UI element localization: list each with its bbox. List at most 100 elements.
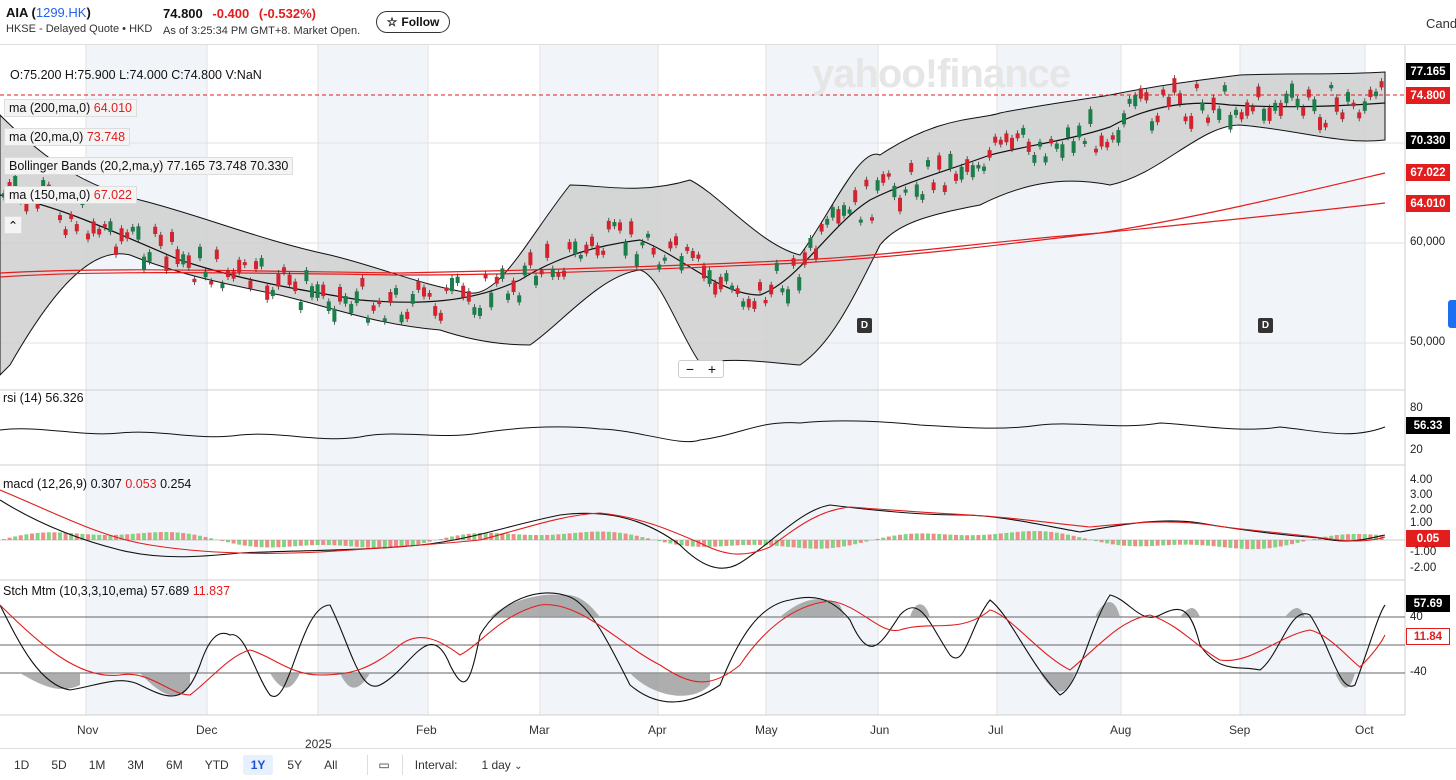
candle-up xyxy=(316,284,320,298)
candle-down xyxy=(1251,106,1255,111)
range-6m[interactable]: 6M xyxy=(158,755,191,775)
bollinger-legend[interactable]: Bollinger Bands (20,2,ma,y) 77.165 73.74… xyxy=(4,157,293,175)
macd-hist-bar xyxy=(1357,534,1361,540)
dividend-marker[interactable]: D xyxy=(1258,318,1273,333)
macd-hist-bar xyxy=(142,533,146,540)
candle-up xyxy=(332,309,336,322)
ma20-legend[interactable]: ma (20,ma,0) 73.748 xyxy=(4,128,130,146)
candle-down xyxy=(769,285,773,295)
candle-up xyxy=(1363,101,1367,111)
macd-hist-bar xyxy=(590,532,594,540)
ma150-legend[interactable]: ma (150,ma,0) 67.022 xyxy=(4,186,137,204)
macd-hist-bar xyxy=(1273,540,1277,547)
rsi-tick: 20 xyxy=(1410,444,1423,456)
macd-hist-bar xyxy=(976,535,980,540)
candle-down xyxy=(758,282,762,290)
candle-down xyxy=(1368,90,1372,97)
macd-hist-bar xyxy=(926,533,930,540)
candle-up xyxy=(383,318,387,321)
macd-hist-bar xyxy=(1044,531,1048,540)
range-3m[interactable]: 3M xyxy=(119,755,152,775)
zoom-out-button[interactable]: − xyxy=(686,361,694,377)
macd-hist-bar xyxy=(556,534,560,540)
interval-value: 1 day xyxy=(481,758,510,772)
candle-up xyxy=(786,289,790,303)
candle-up xyxy=(1116,130,1120,143)
chart-canvas[interactable] xyxy=(0,45,1456,748)
candle-up xyxy=(657,264,661,269)
range-5d[interactable]: 5D xyxy=(43,755,74,775)
candle-up xyxy=(1021,128,1025,135)
candle-down xyxy=(719,277,723,289)
stch-legend[interactable]: Stch Mtm (10,3,3,10,ema) 57.689 11.837 xyxy=(3,584,230,598)
macd-hist-bar xyxy=(411,540,415,545)
candle-down xyxy=(803,252,807,264)
macd-hist-bar xyxy=(607,532,611,540)
macd-hist-bar xyxy=(668,540,672,544)
candle-up xyxy=(450,278,454,291)
candle-down xyxy=(988,150,992,158)
candle-up xyxy=(663,258,667,261)
dividend-marker[interactable]: D xyxy=(857,318,872,333)
ma150-label: ma (150,ma,0) xyxy=(9,188,90,202)
macd-hist-bar xyxy=(741,540,745,545)
candle-down xyxy=(388,292,392,303)
side-panel-toggle[interactable] xyxy=(1448,300,1456,328)
macd-hist-bar xyxy=(1290,540,1294,544)
collapse-chevron-icon[interactable]: ⌃ xyxy=(4,216,22,234)
candle-up xyxy=(848,209,852,213)
candle-up xyxy=(904,189,908,192)
macd-hist-bar xyxy=(321,540,325,545)
candle-up xyxy=(1077,126,1081,138)
candle-down xyxy=(1156,116,1160,123)
follow-button[interactable]: ☆ Follow xyxy=(376,11,450,33)
candle-down xyxy=(64,229,68,235)
chart-type-menu[interactable]: Cand xyxy=(1426,16,1456,31)
candle-up xyxy=(680,256,684,270)
range-1y[interactable]: 1Y xyxy=(243,755,274,775)
macd-hist-bar xyxy=(198,536,202,540)
macd-hist-bar xyxy=(383,540,387,548)
macd-hist-bar xyxy=(226,540,230,542)
macd-legend[interactable]: macd (12,26,9) 0.307 0.053 0.254 xyxy=(3,477,191,491)
macd-hist-bar xyxy=(820,540,824,549)
macd-hist-bar xyxy=(1256,540,1260,549)
ticker-link[interactable]: 1299.HK xyxy=(36,5,87,20)
candle-up xyxy=(948,154,952,169)
range-1d[interactable]: 1D xyxy=(6,755,37,775)
candle-down xyxy=(898,198,902,212)
zoom-in-button[interactable]: + xyxy=(708,361,716,377)
macd-hist-bar xyxy=(52,532,56,540)
candle-up xyxy=(1374,92,1378,97)
candle-up xyxy=(1217,109,1221,120)
candle-down xyxy=(629,221,633,234)
range-all[interactable]: All xyxy=(316,755,345,775)
macd-hist-bar xyxy=(8,538,12,540)
candle-up xyxy=(108,221,112,232)
macd-hist-bar xyxy=(1128,540,1132,546)
calendar-icon[interactable]: ▭ xyxy=(378,758,389,772)
ma200-legend[interactable]: ma (200,ma,0) 64.010 xyxy=(4,99,137,117)
candle-down xyxy=(1256,87,1260,98)
macd-hist-bar xyxy=(948,535,952,540)
range-5y[interactable]: 5Y xyxy=(279,755,310,775)
interval-select[interactable]: 1 day ⌄ xyxy=(481,758,522,772)
macd-hist-bar xyxy=(416,540,420,544)
candle-up xyxy=(808,238,812,248)
rsi-legend[interactable]: rsi (14) 56.326 xyxy=(3,391,84,405)
candle-down xyxy=(1340,112,1344,119)
macd-hist-bar xyxy=(170,532,174,540)
macd-hist-bar xyxy=(19,535,23,540)
macd-hist-bar xyxy=(1066,535,1070,540)
candle-up xyxy=(1346,92,1350,102)
macd-hist-bar xyxy=(1184,540,1188,545)
range-ytd[interactable]: YTD xyxy=(197,755,237,775)
macd-hist-bar xyxy=(1111,540,1115,544)
macd-hist-bar xyxy=(1368,534,1372,540)
macd-hist-bar xyxy=(444,538,448,540)
macd-hist-bar xyxy=(629,535,633,540)
candle-down xyxy=(439,313,443,321)
candle-down xyxy=(237,260,241,272)
candle-down xyxy=(1352,103,1356,107)
range-1m[interactable]: 1M xyxy=(81,755,114,775)
